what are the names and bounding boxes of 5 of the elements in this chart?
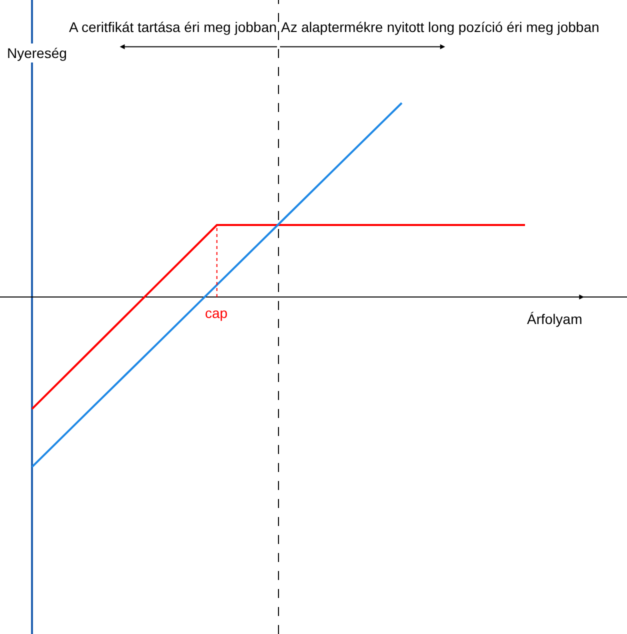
x-axis-title: Árfolyam — [527, 311, 582, 327]
text: cap — [205, 305, 228, 321]
y-axis-title: Nyereség — [7, 45, 67, 61]
text: Az alaptermékre nyitott long pozíció éri meg jobban — [281, 19, 600, 35]
text: A ceritfikát tartása éri meg jobban — [69, 19, 277, 35]
